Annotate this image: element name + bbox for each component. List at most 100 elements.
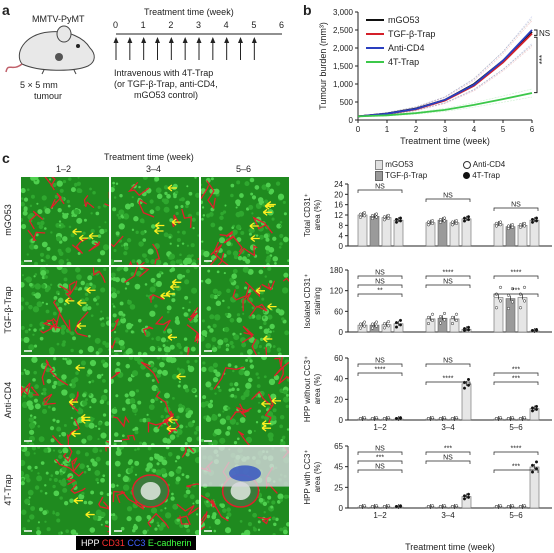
chart-2-point	[426, 416, 431, 421]
epithelial-cell	[62, 461, 66, 465]
epithelial-cell	[270, 415, 277, 422]
epithelial-cell	[60, 330, 66, 335]
epithelial-cell	[285, 393, 289, 397]
epithelial-cell	[70, 416, 73, 420]
epithelial-cell	[232, 250, 239, 257]
epithelial-cell	[236, 180, 241, 185]
epithelial-cell	[125, 281, 130, 286]
legend-item-mgo53: mGO53	[375, 160, 413, 170]
epithelial-cell	[26, 188, 30, 191]
epithelial-cell	[104, 342, 109, 348]
epithelial-cell	[130, 403, 137, 410]
chart-1-bracket	[357, 275, 403, 279]
epithelial-cell	[58, 454, 63, 459]
epithelial-cell	[230, 193, 234, 198]
epithelial-cell	[56, 518, 61, 523]
epithelial-cell	[163, 185, 169, 190]
chart-0-bar	[449, 222, 460, 247]
epithelial-cell	[39, 252, 45, 257]
epithelial-cell	[21, 480, 25, 486]
epithelial-cell	[45, 471, 49, 475]
epithelial-cell	[244, 370, 250, 377]
epithelial-cell	[157, 347, 162, 352]
chart-2-bracket	[357, 372, 403, 376]
vessel	[187, 347, 199, 355]
epithelial-cell	[53, 478, 58, 483]
epithelial-cell	[194, 394, 198, 398]
epithelial-cell	[164, 353, 169, 355]
chart-0-point	[466, 218, 471, 222]
vessel	[197, 258, 199, 265]
epithelial-cell	[45, 367, 51, 373]
epithelial-cell	[55, 511, 60, 517]
epithelial-cell	[138, 185, 141, 189]
epithelial-cell	[226, 406, 230, 410]
chart-0-point	[494, 221, 499, 225]
chart-1-y-label-1: Isolated CD31⁺	[303, 274, 312, 329]
epithelial-cell	[254, 185, 260, 190]
epithelial-cell	[212, 288, 219, 294]
epithelial-cell	[36, 530, 42, 535]
epithelial-cell	[21, 371, 24, 376]
epithelial-cell	[76, 217, 83, 224]
epithelial-cell	[56, 180, 63, 187]
epithelial-cell	[162, 437, 169, 444]
epithelial-cell	[240, 231, 245, 236]
epithelial-cell	[257, 376, 260, 380]
treatment-text-2: (or TGF-β-Trap, anti-CD4,	[114, 79, 218, 89]
epithelial-cell	[40, 461, 45, 465]
epithelial-cell	[21, 478, 25, 482]
epithelial-cell	[100, 287, 106, 293]
y-tick-label: 1,500	[333, 62, 354, 71]
chart-0-point	[386, 216, 391, 220]
epithelial-cell	[156, 357, 161, 360]
vessel	[27, 229, 46, 241]
epithelial-cell	[49, 349, 55, 355]
epithelial-cell	[60, 324, 67, 331]
epithelial-cell	[24, 450, 31, 457]
epithelial-cell	[29, 243, 35, 250]
epithelial-cell	[205, 492, 211, 498]
epithelial-cell	[190, 346, 196, 352]
epithelial-cell	[174, 190, 179, 195]
chart-2-annotation: ****	[443, 376, 454, 383]
epithelial-cell	[135, 270, 142, 277]
epithelial-cell	[231, 273, 237, 279]
vessel	[44, 177, 55, 191]
chart-0-point	[534, 216, 539, 220]
epithelial-cell	[210, 222, 216, 228]
epithelial-cell	[185, 204, 189, 209]
epithelial-cell	[164, 507, 167, 510]
epithelial-cell	[222, 299, 225, 303]
chart-2-bracket	[493, 381, 539, 385]
epithelial-cell	[163, 206, 170, 213]
epithelial-cell	[133, 216, 139, 222]
chart-0-annotation: NS	[443, 193, 453, 200]
epithelial-cell	[190, 243, 195, 248]
epithelial-cell	[53, 357, 57, 361]
epithelial-cell	[174, 460, 178, 463]
arrow-icon	[77, 299, 87, 307]
epithelial-cell	[21, 274, 25, 277]
epithelial-cell	[162, 344, 166, 348]
epithelial-cell	[271, 500, 276, 505]
epithelial-cell	[72, 336, 76, 341]
epithelial-cell	[88, 380, 92, 384]
chart-0-point	[370, 213, 375, 218]
epithelial-cell	[53, 296, 58, 300]
epithelial-cell	[127, 460, 132, 465]
epithelial-cell	[134, 430, 139, 435]
vessel	[104, 525, 109, 533]
epithelial-cell	[21, 201, 26, 207]
epithelial-cell	[219, 215, 224, 221]
chart-0-point	[358, 212, 363, 216]
vessel	[251, 390, 273, 407]
epithelial-cell	[276, 223, 282, 229]
epithelial-cell	[126, 516, 132, 522]
bracket-ns	[534, 29, 538, 36]
row-label-2: Anti-CD4	[3, 381, 13, 419]
epithelial-cell	[239, 520, 243, 523]
epithelial-cell	[132, 428, 135, 432]
epithelial-cell	[122, 484, 130, 491]
epithelial-cell	[111, 322, 116, 328]
